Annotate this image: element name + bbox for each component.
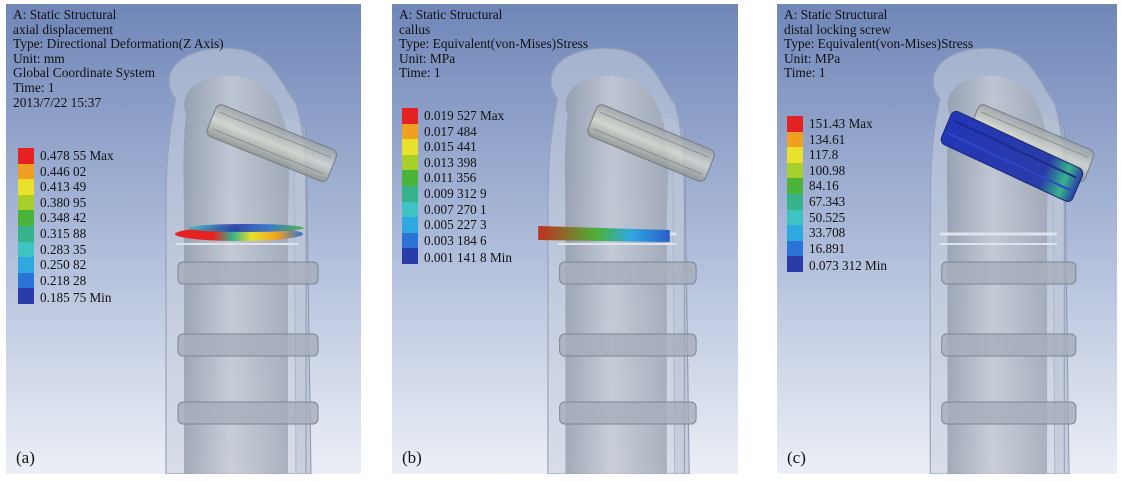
- timestamp: 2013/7/22 15:37: [13, 94, 102, 110]
- callus-stress-band: [538, 226, 670, 242]
- coordinate-system: Global Coordinate System: [13, 65, 156, 81]
- result-unit: Unit: mm: [13, 50, 65, 66]
- analysis-title: A: Static Structural: [13, 7, 117, 22]
- panel-label-c: (c): [787, 448, 806, 467]
- model-view-b: [392, 4, 738, 474]
- result-type: Type: Equivalent(von-Mises)Stress: [399, 36, 589, 52]
- info-block-c: A: Static Structural distal locking scre…: [784, 7, 974, 81]
- result-time: Time: 1: [13, 79, 55, 95]
- result-type: Type: Equivalent(von-Mises)Stress: [784, 36, 974, 52]
- result-name: callus: [399, 21, 431, 37]
- result-time: Time: 1: [399, 65, 441, 81]
- panel-a: A: Static Structural axial displacement …: [6, 4, 361, 474]
- panel-c: A: Static Structural distal locking scre…: [777, 4, 1117, 474]
- panel-label-b: (b): [402, 448, 422, 467]
- model-view-a: [6, 4, 361, 474]
- result-unit: Unit: MPa: [784, 50, 841, 66]
- result-time: Time: 1: [784, 65, 826, 81]
- analysis-title: A: Static Structural: [784, 7, 888, 22]
- result-unit: Unit: MPa: [399, 50, 456, 66]
- analysis-title: A: Static Structural: [399, 7, 503, 22]
- model-view-c: [777, 4, 1117, 474]
- info-block-b: A: Static Structural callus Type: Equiva…: [399, 7, 589, 81]
- panel-label-a: (a): [16, 448, 35, 467]
- distal-locking-screw-stress: [940, 110, 1084, 202]
- panel-b: A: Static Structural callus Type: Equiva…: [392, 4, 738, 474]
- info-block-a: A: Static Structural axial displacement …: [13, 7, 224, 110]
- result-name: axial displacement: [13, 21, 114, 37]
- result-type: Type: Directional Deformation(Z Axis): [13, 36, 224, 52]
- result-name: distal locking screw: [784, 21, 892, 37]
